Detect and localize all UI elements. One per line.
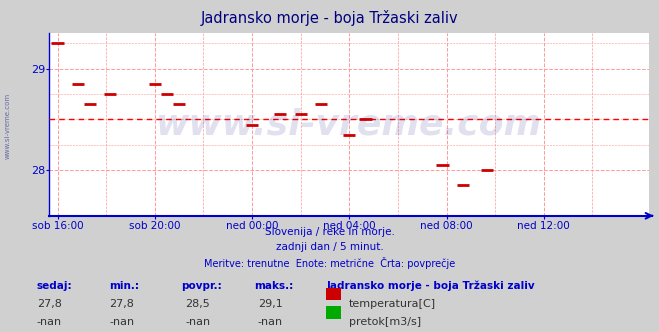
Text: povpr.:: povpr.:	[181, 281, 222, 290]
Text: -nan: -nan	[109, 317, 134, 327]
Text: pretok[m3/s]: pretok[m3/s]	[349, 317, 420, 327]
Text: min.:: min.:	[109, 281, 139, 290]
Text: Jadransko morje - boja Tržaski zaliv: Jadransko morje - boja Tržaski zaliv	[201, 10, 458, 26]
Text: -nan: -nan	[258, 317, 283, 327]
Text: Jadransko morje - boja Tržaski zaliv: Jadransko morje - boja Tržaski zaliv	[326, 281, 535, 291]
Text: maks.:: maks.:	[254, 281, 293, 290]
Text: -nan: -nan	[185, 317, 210, 327]
Text: www.si-vreme.com: www.si-vreme.com	[5, 93, 11, 159]
Text: Slovenija / reke in morje.: Slovenija / reke in morje.	[264, 227, 395, 237]
Text: 29,1: 29,1	[258, 299, 283, 309]
Text: 28,5: 28,5	[185, 299, 210, 309]
Text: temperatura[C]: temperatura[C]	[349, 299, 436, 309]
Text: www.si-vreme.com: www.si-vreme.com	[156, 108, 542, 141]
Text: 27,8: 27,8	[109, 299, 134, 309]
Text: sedaj:: sedaj:	[36, 281, 72, 290]
Text: -nan: -nan	[37, 317, 62, 327]
Text: Meritve: trenutne  Enote: metrične  Črta: povprečje: Meritve: trenutne Enote: metrične Črta: …	[204, 257, 455, 269]
Text: zadnji dan / 5 minut.: zadnji dan / 5 minut.	[275, 242, 384, 252]
Text: 27,8: 27,8	[37, 299, 62, 309]
